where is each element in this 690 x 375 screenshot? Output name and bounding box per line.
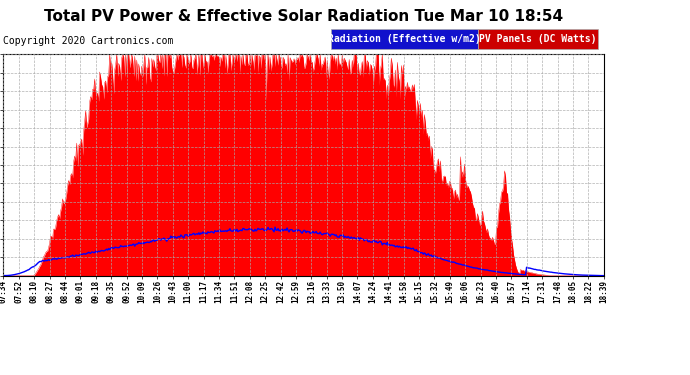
Text: Radiation (Effective w/m2): Radiation (Effective w/m2) — [328, 34, 480, 44]
Text: Total PV Power & Effective Solar Radiation Tue Mar 10 18:54: Total PV Power & Effective Solar Radiati… — [44, 9, 563, 24]
Text: Copyright 2020 Cartronics.com: Copyright 2020 Cartronics.com — [3, 36, 174, 46]
Bar — [477, 29, 598, 49]
Bar — [331, 29, 477, 49]
Text: PV Panels (DC Watts): PV Panels (DC Watts) — [479, 34, 596, 44]
